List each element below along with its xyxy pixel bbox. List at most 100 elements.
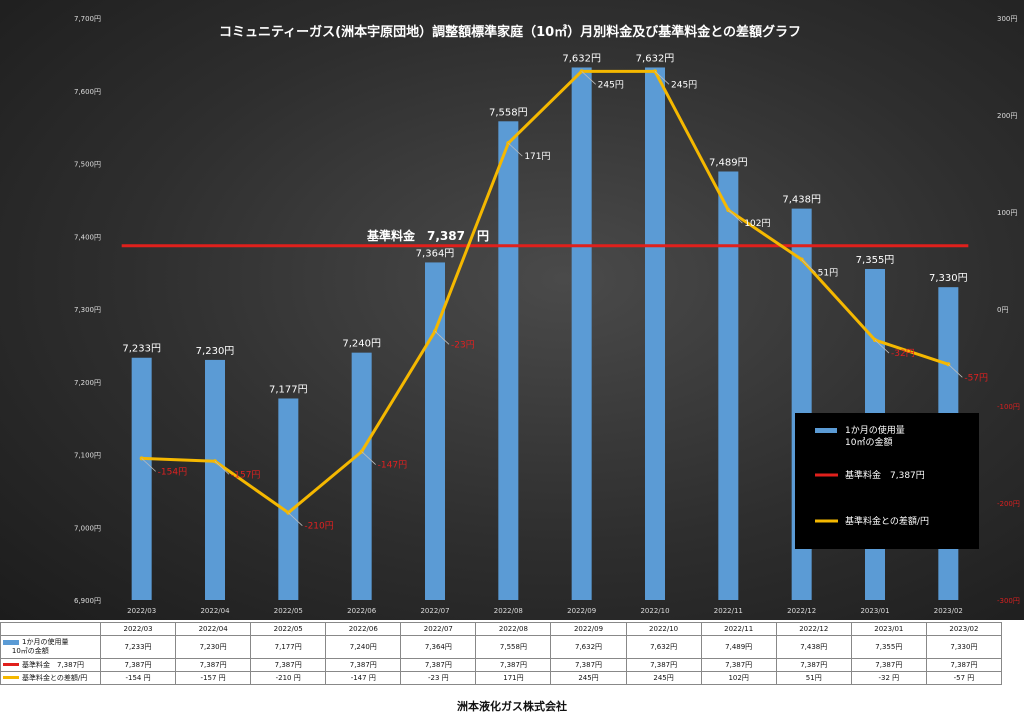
leader-line xyxy=(801,259,816,273)
bar-value-label: 7,355円 xyxy=(856,255,895,266)
table-column-header: 2022/10 xyxy=(625,622,702,636)
table-cell: 7,632円 xyxy=(625,635,702,659)
left-axis-tick: 7,000円 xyxy=(74,524,101,532)
bar-value-label: 7,233円 xyxy=(122,344,161,355)
table-cell: -210 円 xyxy=(250,671,327,685)
table-corner xyxy=(0,622,101,636)
x-axis-tick: 2022/12 xyxy=(787,607,816,615)
table-cell: 7,387円 xyxy=(700,658,777,672)
x-axis-tick: 2022/03 xyxy=(127,607,156,615)
legend-swatch-bars xyxy=(815,428,837,433)
table-cell: 7,387円 xyxy=(550,658,627,672)
table-row: 1か月の使用量 10㎥の金額 7,233円 7,230円 7,177円 7,240円 7… xyxy=(0,635,1003,659)
right-axis-tick: 0円 xyxy=(997,306,1008,314)
bar-value-label: 7,330円 xyxy=(929,273,968,284)
table-cell: 7,387円 xyxy=(325,658,402,672)
bar-labels: 7,233円 7,230円 7,177円 7,240円 7,364円 7,558円 7,63… xyxy=(122,53,967,395)
leader-line xyxy=(874,339,890,354)
difference-value-label: -154円 xyxy=(158,466,187,477)
data-table: 2022/03 2022/04 2022/05 2022/06 2022/07 2022/… xyxy=(0,622,1003,685)
baseline-label: 基準料金 7,387 円 xyxy=(366,228,489,243)
bar xyxy=(278,398,299,600)
table-cell: 7,387円 xyxy=(475,658,552,672)
table-cell: 102円 xyxy=(700,671,777,685)
table-column-header: 2022/08 xyxy=(475,622,552,636)
table-cell: 7,387円 xyxy=(250,658,327,672)
x-axis-tick: 2023/01 xyxy=(860,607,889,615)
table-column-header: 2023/01 xyxy=(850,622,927,636)
table-cell: 7,558円 xyxy=(475,635,552,659)
legend-label-bars: 1か月の使用量 10㎥の金額 xyxy=(845,424,905,448)
difference-value-label: -157円 xyxy=(231,469,260,480)
difference-value-label: 245円 xyxy=(598,79,624,90)
right-axis-tick: -200円 xyxy=(997,500,1020,508)
table-cell: 7,387円 xyxy=(175,658,252,672)
bar-value-label: 7,364円 xyxy=(416,248,455,259)
bar xyxy=(205,359,225,600)
table-cell: 7,387円 xyxy=(400,658,477,672)
left-axis-tick: 7,600円 xyxy=(74,88,101,96)
table-cell: -23 円 xyxy=(400,671,477,685)
table-cell: 171円 xyxy=(475,671,552,685)
left-axis-tick: 7,400円 xyxy=(74,233,101,241)
table-cell: 7,489円 xyxy=(700,635,777,659)
x-axis-tick: 2022/09 xyxy=(567,607,596,615)
table-column-header: 2022/11 xyxy=(700,622,777,636)
difference-value-label: -23円 xyxy=(451,339,475,350)
table-column-header: 2022/06 xyxy=(325,622,402,636)
x-axis-tick: 2022/10 xyxy=(640,607,669,615)
table-column-header: 2022/03 xyxy=(99,622,177,636)
table-cell: 7,632円 xyxy=(550,635,627,659)
bar xyxy=(645,67,665,601)
table-cell: 7,230円 xyxy=(175,635,252,659)
table-cell: 7,177円 xyxy=(250,635,327,659)
table-row-label: 基準料金 7,387円 xyxy=(0,658,101,672)
left-axis-tick: 7,200円 xyxy=(74,379,101,387)
bar-value-label: 7,230円 xyxy=(196,346,235,357)
right-axis-tick: 100円 xyxy=(997,209,1017,217)
difference-value-label: 245円 xyxy=(671,79,697,90)
table-row: 基準料金との差額/円 -154 円 -157 円 -210 円 -147 円 -23 円… xyxy=(0,671,1003,685)
table-cell: 245円 xyxy=(625,671,702,685)
table-row: 基準料金 7,387円 7,387円 7,387円 7,387円 7,387円 7,38… xyxy=(0,658,1003,672)
leader-line xyxy=(214,460,230,475)
left-axis-tick: 7,500円 xyxy=(74,161,101,169)
difference-labels: -154円 -157円 -210円 -147円 -23円 171円 245円 245円 102円… xyxy=(141,71,988,532)
difference-value-label: -147円 xyxy=(378,460,407,471)
table-cell: 7,387円 xyxy=(775,658,852,672)
legend-box xyxy=(795,413,979,549)
chart-title: コミュニティーガス(洲本宇原団地）調整額標準家庭（10㎥）月別料金及び基準料金と… xyxy=(219,24,801,40)
bar-value-label: 7,177円 xyxy=(269,384,308,395)
chart-area: コミュニティーガス(洲本宇原団地）調整額標準家庭（10㎥）月別料金及び基準料金と… xyxy=(0,0,1024,620)
bar xyxy=(571,67,592,601)
x-axis-tick: 2022/08 xyxy=(494,607,523,615)
x-axis-tick: 2022/05 xyxy=(274,607,303,615)
table-cell: 7,240円 xyxy=(325,635,402,659)
table-cell: 51円 xyxy=(775,671,852,685)
bar xyxy=(718,171,739,600)
leader-line xyxy=(728,209,743,224)
difference-value-label: 51円 xyxy=(818,268,838,279)
right-axis-tick: -300円 xyxy=(997,597,1020,605)
right-axis-tick: -100円 xyxy=(997,403,1020,411)
leader-line xyxy=(508,142,523,157)
table-cell: 7,364円 xyxy=(400,635,477,659)
left-axis-tick: 6,900円 xyxy=(74,597,101,605)
bar-value-label: 7,438円 xyxy=(782,195,821,206)
leader-line xyxy=(581,71,596,85)
right-axis-tick: 200円 xyxy=(997,112,1017,120)
table-cell: -157 円 xyxy=(175,671,252,685)
table-row-label: 1か月の使用量 10㎥の金額 xyxy=(0,635,101,659)
bar xyxy=(131,357,152,600)
leader-line xyxy=(434,331,450,345)
leader-line xyxy=(654,71,670,85)
bar-value-label: 7,489円 xyxy=(709,158,748,169)
bar xyxy=(425,262,445,600)
x-axis-labels: 2022/03 2022/04 2022/05 2022/06 2022/07 2022/… xyxy=(127,607,963,615)
difference-value-label: 171円 xyxy=(524,151,550,162)
x-axis-tick: 2022/07 xyxy=(420,607,449,615)
right-axis: -300円 -200円 -100円 0円 100円 200円 300円 xyxy=(997,15,1020,605)
company-name: 洲本液化ガス株式会社 xyxy=(457,700,567,713)
leader-line xyxy=(141,458,156,472)
bar-value-label: 7,632円 xyxy=(636,53,675,64)
